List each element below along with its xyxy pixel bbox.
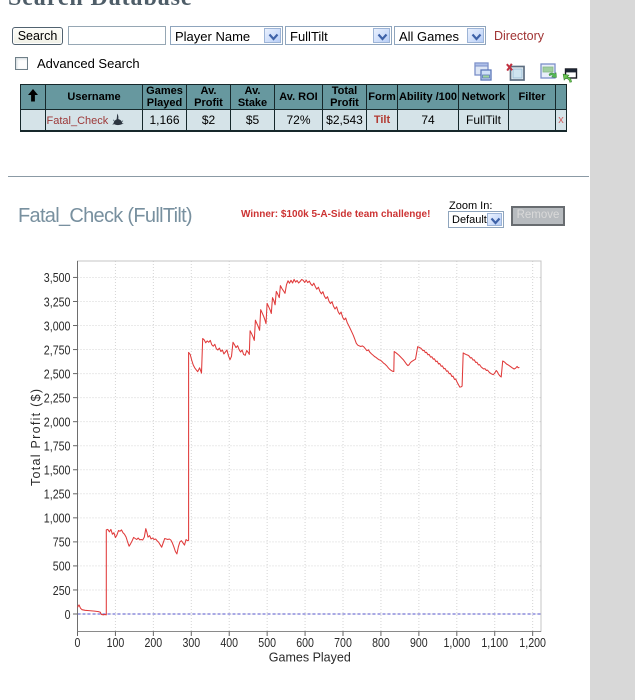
svg-text:1,100: 1,100 [481,635,508,650]
svg-text:900: 900 [410,635,428,650]
svg-text:3,500: 3,500 [44,270,71,285]
svg-text:Games Played: Games Played [269,650,351,665]
svg-text:0: 0 [75,635,81,650]
svg-text:2,750: 2,750 [44,342,71,357]
svg-text:300: 300 [182,635,200,650]
svg-text:1,000: 1,000 [44,511,71,526]
svg-text:800: 800 [372,635,390,650]
svg-text:100: 100 [107,635,125,650]
svg-text:3,000: 3,000 [44,318,71,333]
svg-text:750: 750 [53,535,71,550]
svg-text:250: 250 [53,583,71,598]
svg-text:600: 600 [296,635,314,650]
svg-text:1,200: 1,200 [519,635,546,650]
svg-text:400: 400 [220,635,238,650]
svg-text:2,000: 2,000 [44,414,71,429]
svg-text:1,000: 1,000 [443,635,470,650]
svg-text:700: 700 [334,635,352,650]
svg-text:2,500: 2,500 [44,366,71,381]
svg-text:1,500: 1,500 [44,463,71,478]
svg-text:500: 500 [258,635,276,650]
svg-text:200: 200 [145,635,163,650]
svg-text:2,250: 2,250 [44,390,71,405]
svg-text:500: 500 [53,559,71,574]
svg-text:1,750: 1,750 [44,439,71,454]
svg-text:Total Profit ($): Total Profit ($) [29,389,43,486]
svg-text:3,250: 3,250 [44,294,71,309]
svg-text:0: 0 [65,607,71,622]
svg-text:1,250: 1,250 [44,487,71,502]
